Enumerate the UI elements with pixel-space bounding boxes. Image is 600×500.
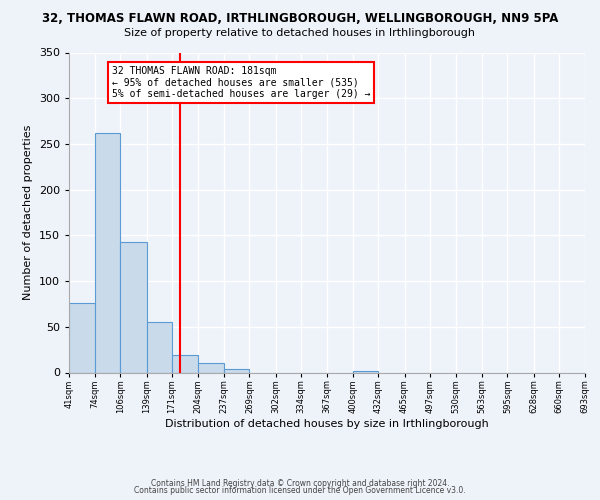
Text: Contains public sector information licensed under the Open Government Licence v3: Contains public sector information licen…	[134, 486, 466, 495]
Text: Contains HM Land Registry data © Crown copyright and database right 2024.: Contains HM Land Registry data © Crown c…	[151, 478, 449, 488]
X-axis label: Distribution of detached houses by size in Irthlingborough: Distribution of detached houses by size …	[165, 419, 489, 429]
Bar	[172, 355, 198, 372]
Bar	[69, 303, 95, 372]
Bar	[121, 242, 146, 372]
Text: 32, THOMAS FLAWN ROAD, IRTHLINGBOROUGH, WELLINGBOROUGH, NN9 5PA: 32, THOMAS FLAWN ROAD, IRTHLINGBOROUGH, …	[42, 12, 558, 26]
Bar	[146, 322, 172, 372]
Bar	[353, 370, 379, 372]
Text: 32 THOMAS FLAWN ROAD: 181sqm
← 95% of detached houses are smaller (535)
5% of se: 32 THOMAS FLAWN ROAD: 181sqm ← 95% of de…	[112, 66, 370, 100]
Y-axis label: Number of detached properties: Number of detached properties	[23, 125, 33, 300]
Bar	[224, 369, 250, 372]
Text: Size of property relative to detached houses in Irthlingborough: Size of property relative to detached ho…	[125, 28, 476, 38]
Bar	[198, 364, 224, 372]
Bar	[95, 133, 121, 372]
Bar	[585, 370, 600, 372]
